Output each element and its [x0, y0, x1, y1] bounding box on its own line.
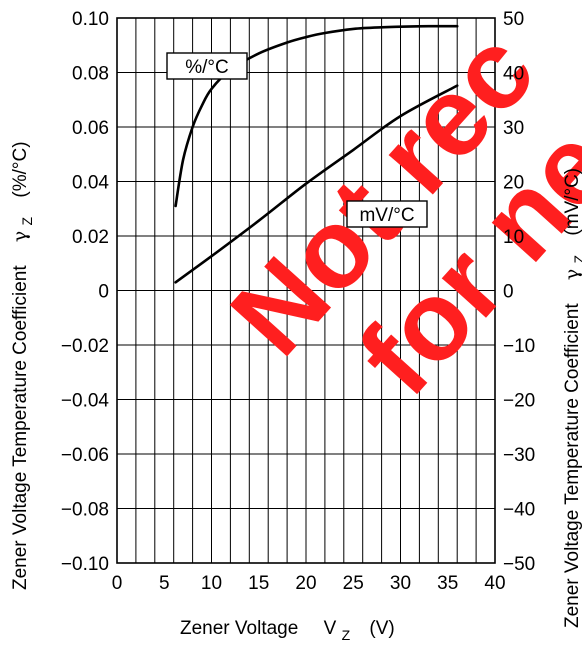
right-tick-label: 20	[503, 173, 524, 194]
right-tick-label: −40	[503, 500, 535, 521]
right-tick-label: −10	[503, 336, 535, 357]
series-label-box	[346, 200, 428, 228]
right-axis-symbol: γ	[561, 269, 582, 280]
x-tick-label: 35	[437, 573, 458, 594]
right-tick-labels: 50 40 30 20 10 0 −10 −20 −30 −40 −50	[503, 9, 535, 575]
right-axis-title: Zener Voltage Temperature Coefficient γ …	[561, 168, 582, 628]
left-axis-symbol: γ	[9, 231, 31, 242]
left-tick-label: 0.06	[72, 118, 109, 139]
left-tick-label: −0.04	[61, 391, 110, 412]
left-tick-label: −0.02	[61, 336, 109, 357]
x-axis-title: Zener Voltage V Z (V)	[180, 618, 395, 645]
x-tick-labels: 0 5 10 15 20 25 30 35 40	[112, 573, 506, 594]
left-axis-title: Zener Voltage Temperature Coefficient γ …	[9, 141, 37, 590]
right-tick-label: 0	[503, 282, 514, 303]
x-tick-label: 10	[201, 573, 222, 594]
left-axis-subscript: Z	[19, 216, 35, 225]
left-axis-unit: (%/°C)	[10, 141, 31, 197]
left-tick-label: −0.06	[61, 445, 109, 466]
x-tick-label: 15	[248, 573, 269, 594]
left-axis-label: Zener Voltage Temperature Coefficient	[10, 265, 31, 590]
left-tick-label: 0	[98, 282, 109, 303]
left-tick-label: −0.08	[61, 500, 109, 521]
plot-frame	[116, 17, 496, 564]
left-tick-label: 0.08	[72, 64, 109, 85]
right-tick-label: −50	[503, 554, 535, 575]
left-tick-label: −0.10	[61, 554, 109, 575]
right-tick-label: 40	[503, 64, 524, 85]
x-tick-label: 40	[484, 573, 505, 594]
x-axis-unit: (V)	[369, 618, 394, 639]
x-tick-label: 0	[112, 573, 123, 594]
series-group	[174, 24, 459, 284]
left-tick-labels: 0.10 0.08 0.06 0.04 0.02 0 −0.02 −0.04 −0.06 −0.0…	[61, 9, 110, 575]
x-tick-label: 20	[295, 573, 316, 594]
x-axis-subscript: Z	[342, 627, 351, 643]
series-labels: %/°C mV/°C	[166, 52, 428, 228]
series-label: mV/°C	[359, 205, 414, 226]
x-axis-label: Zener Voltage	[180, 618, 298, 639]
x-tick-label: 30	[390, 573, 411, 594]
left-tick-label: 0.10	[72, 9, 109, 30]
right-tick-label: −20	[503, 391, 535, 412]
right-tick-label: 10	[503, 227, 524, 248]
right-tick-label: −30	[503, 445, 535, 466]
series-label: %/°C	[185, 57, 229, 78]
x-tick-label: 5	[159, 573, 170, 594]
left-tick-label: 0.02	[72, 227, 109, 248]
right-tick-label: 30	[503, 118, 524, 139]
series-line-mv	[174, 84, 459, 284]
series-label-box	[166, 52, 248, 80]
right-axis-label: Zener Voltage Temperature Coefficient	[562, 303, 582, 628]
x-tick-label: 25	[343, 573, 364, 594]
right-tick-label: 50	[503, 9, 524, 30]
right-axis-subscript: Z	[571, 254, 582, 263]
x-axis-symbol: V	[324, 618, 337, 639]
series-line-percent	[174, 24, 459, 208]
grid	[117, 18, 495, 563]
right-axis-unit: (mV/°C)	[562, 168, 582, 236]
left-tick-label: 0.04	[72, 173, 109, 194]
